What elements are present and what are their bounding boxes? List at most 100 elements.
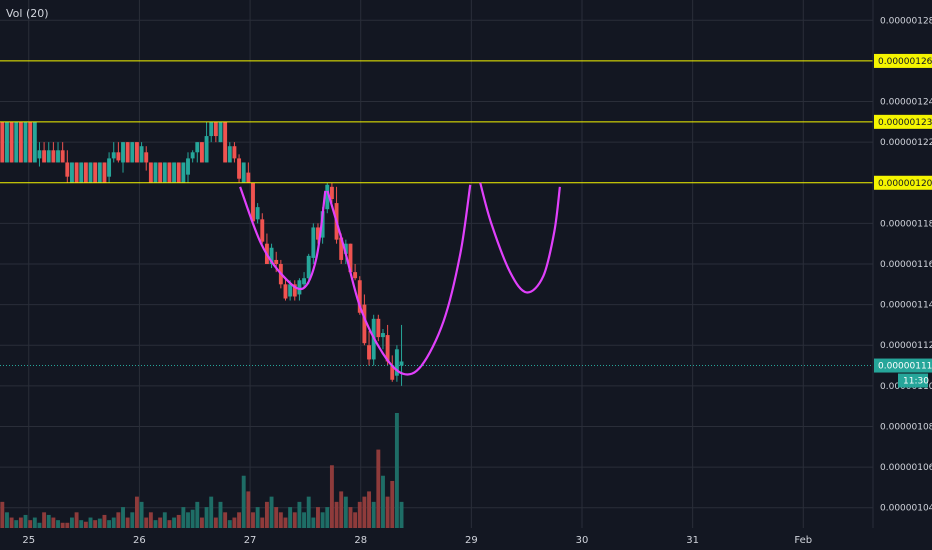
projection-curve[interactable] [239,186,327,291]
volume-bar [320,512,325,528]
volume-bar [148,512,153,528]
volume-bar [218,501,223,528]
candle-body [367,345,371,360]
volume-bar [362,496,367,528]
level-price-tag[interactable] [874,175,932,190]
candle-body [181,162,186,183]
volume-bar [190,509,195,528]
last-price-tag-label: 0.00000111 [878,362,932,372]
candle-body [111,152,116,159]
candle-body [283,284,288,299]
volume-bar [0,501,5,528]
candle-body [399,361,404,366]
volume-bar [325,507,330,528]
countdown-tag-label: 11:30 [903,377,929,387]
candle-body [223,121,228,163]
candle-body [311,227,316,258]
volume-bar [144,517,149,528]
volume-bar [399,501,404,528]
volume-bar [316,507,320,528]
candle-body [241,162,246,183]
candle-body [0,121,5,163]
time-tick-label: 29 [465,535,478,546]
volume-bar [181,507,186,528]
candle-body [343,243,348,254]
volume-bar [79,520,84,528]
candle-body [37,150,42,159]
candle-body [390,365,395,380]
volume-bar [46,514,51,528]
volume-bar [348,507,353,528]
candle-body [325,184,330,210]
candle-body [134,142,139,163]
volume-bar [269,496,274,528]
price-tick-label: 0.00000124 [880,98,932,108]
candle-body [14,121,19,163]
time-tick-label: 27 [244,535,257,546]
candle-body [107,158,112,177]
volume-indicator-label[interactable]: Vol (20) [6,7,49,20]
volume-bar [306,496,311,528]
volume-bar [353,512,358,528]
volume-bar [329,465,334,528]
projection-curve[interactable] [479,182,561,294]
time-scale-bg[interactable] [0,528,932,550]
projection-curve[interactable] [326,184,472,376]
candle-body [297,280,302,295]
level-price-tag[interactable] [874,114,932,129]
candle-body [121,142,125,163]
volume-bar [18,517,23,528]
volume-bar [102,514,107,528]
time-scale-ticks: 25 26 27 28 29 30 31 Feb [22,535,812,546]
candle-body [269,247,274,264]
volume-bar [232,517,237,528]
last-price-tag[interactable] [874,358,932,373]
candle-body [376,318,381,338]
cup-drawing[interactable] [239,182,561,376]
candle-body [316,227,320,240]
volume-bar [172,517,177,528]
candle-body [339,237,344,260]
volume-bar [97,518,102,528]
volume-bar [5,512,9,528]
volume-bar [28,520,33,528]
candle-body [348,243,353,273]
candle-body [232,146,237,159]
candle-body [102,162,107,183]
volume-bar [107,520,112,528]
time-tick-label: 28 [354,535,367,546]
volume-bar [162,512,167,528]
candle-body [362,304,367,344]
candle-body [23,121,28,163]
candle-body [51,150,56,163]
level-price-tag-label: 0.00000123 [878,118,932,128]
candle-body [394,349,399,376]
level-price-tag-label: 0.00000120 [878,179,932,189]
volume-bar [83,521,88,528]
level-price-tag[interactable] [874,53,932,68]
horizontal-levels[interactable] [0,60,873,184]
candle-body [153,162,158,183]
volume-bar [260,517,265,528]
candle-body [176,162,181,183]
candle-body [274,259,279,264]
volume-bar [167,520,172,528]
candle-body [74,162,79,183]
volume-bar [116,512,121,528]
volume-bar [343,496,348,528]
volume-bar [158,517,163,528]
candle-body [42,150,47,163]
volume-bar [9,517,14,528]
candle-body [320,211,325,238]
candle-body [237,158,242,179]
volume-bar [311,517,316,528]
candle-body [46,150,51,163]
candle-body [65,162,70,177]
level-price-tag-label: 0.00000126 [878,57,932,67]
volume-bar [125,517,130,528]
price-scale-bg[interactable] [873,0,932,550]
volume-bar [297,501,302,528]
volume-bar [274,507,279,528]
volume-bar [88,517,93,528]
